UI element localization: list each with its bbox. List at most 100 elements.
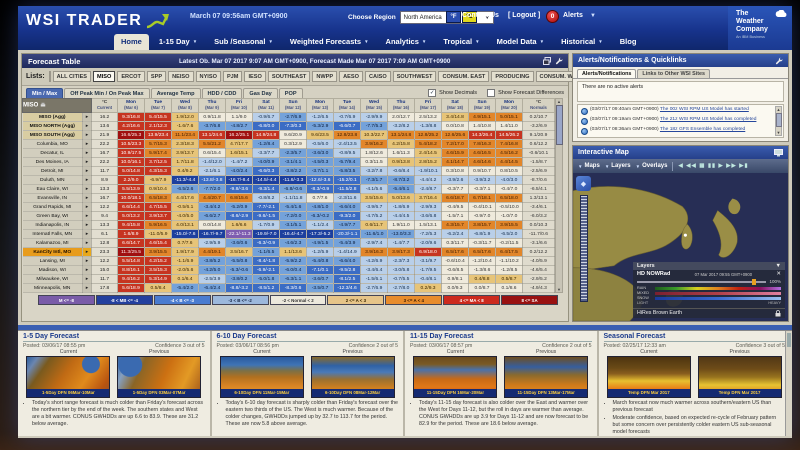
row-expand-button[interactable]: ▸: [82, 184, 93, 194]
notification-link[interactable]: The 18z GFS Ensemble has completed: [659, 127, 746, 132]
zoom-slider[interactable]: [580, 195, 588, 302]
row-label[interactable]: Decatur, IL: [22, 148, 83, 158]
notification-link[interactable]: The 21z WSI RPM US Model has completed: [659, 117, 757, 122]
row-expand-button[interactable]: ▸: [82, 283, 93, 293]
row-label[interactable]: Green Bay, WI: [22, 211, 83, 221]
collapse-chevron-icon[interactable]: ▼: [775, 263, 781, 269]
celsius-button[interactable]: °C: [462, 11, 477, 23]
row-label[interactable]: MISO (Agg): [22, 112, 83, 122]
nav-tab-blog[interactable]: Blog: [613, 34, 644, 50]
row-expand-button[interactable]: ▸: [82, 211, 93, 221]
list-button-southeast[interactable]: SOUTHEAST: [267, 71, 311, 82]
nav-tab-weighted-forecasts[interactable]: Weighted Forecasts ▼: [283, 34, 376, 50]
nav-tab-historical[interactable]: Historical ▼: [554, 34, 610, 50]
row-expand-button[interactable]: ▸: [82, 121, 93, 131]
row-label[interactable]: Eau Claire, WI: [22, 184, 83, 194]
list-button-caiso[interactable]: CAISO: [364, 71, 391, 82]
forecast-map-thumbnail[interactable]: 1-5Day DFN 03Mar-07Mar: [117, 356, 202, 398]
map-viewport[interactable]: ◆ Layers ▼ HD NOWRad 07 Mar 2017 09:55 G…: [573, 173, 788, 321]
contact-us-link[interactable]: Contact Us: [462, 12, 499, 19]
popout-icon[interactable]: [543, 57, 551, 65]
row-expand-button[interactable]: ▸: [82, 139, 93, 149]
row-expand-button[interactable]: ▸: [82, 238, 93, 248]
forecast-map-thumbnail[interactable]: 11-15Day DFN 16Mar-20Mar: [413, 356, 498, 398]
row-label[interactable]: Duluth, MN: [22, 175, 83, 185]
list-button-producing[interactable]: PRODUCING: [491, 71, 534, 82]
maps-dropdown[interactable]: ▼ Maps: [578, 163, 600, 169]
view-tab-min-max[interactable]: Min / Max: [26, 88, 64, 98]
row-label[interactable]: MISO SOUTH (Agg): [22, 130, 83, 140]
row-label[interactable]: Minneapolis, MN: [22, 283, 83, 293]
alerts-menu[interactable]: Alerts: [563, 12, 583, 19]
row-expand-button[interactable]: ▸: [82, 229, 93, 239]
scroll-down-icon[interactable]: ▼: [557, 287, 561, 292]
layer-opacity-slider[interactable]: 100%: [633, 278, 785, 285]
list-button-all-cities[interactable]: ALL CITIES: [52, 71, 92, 82]
list-button-neiso[interactable]: NEISO: [168, 71, 194, 82]
forecast-map-thumbnail[interactable]: 6-10Day DFN 11Mar-15Mar: [219, 356, 304, 398]
list-button-spp[interactable]: SPP: [146, 71, 167, 82]
row-label[interactable]: Detroit, MI: [22, 166, 83, 176]
row-label[interactable]: Milwaukee, WI: [22, 274, 83, 284]
row-label[interactable]: Kalamazoo, MI: [22, 238, 83, 248]
list-blank-button[interactable]: [48, 71, 51, 82]
row-label[interactable]: Internatl Falls, MN: [22, 229, 83, 239]
playback-controls[interactable]: ◀ ◀◀ ▦ ▮▮ ▶ ▶▶ ▶▮: [678, 163, 749, 169]
list-button-miso[interactable]: MISO: [93, 71, 116, 82]
row-label[interactable]: Madison, WI: [22, 265, 83, 275]
row-expand-button[interactable]: ▸: [82, 148, 93, 158]
view-tab-off-peak-min-on-peak-max[interactable]: Off Peak Min / On Peak Max: [64, 88, 150, 98]
row-label[interactable]: KanCity Intl, MO: [22, 247, 83, 257]
view-tab-hdd-cdd[interactable]: HDD / CDD: [201, 88, 243, 98]
row-expand-button[interactable]: ▸: [82, 256, 93, 266]
close-icon[interactable]: ✕: [776, 271, 781, 277]
scroll-up-icon[interactable]: ▲: [557, 99, 561, 104]
row-expand-button[interactable]: ▸: [82, 220, 93, 230]
show-decimals-checkbox[interactable]: ✓: [428, 89, 437, 97]
alerts-tab-links-to-other-wsi-sites[interactable]: Links to Other WSI Sites: [637, 69, 711, 78]
row-label[interactable]: Evansville, IN: [22, 193, 83, 203]
notification-item[interactable]: (03/07/17 09:40am GMT+0900) The 00z WSI …: [581, 107, 771, 115]
row-expand-button[interactable]: ▸: [82, 130, 93, 140]
row-label[interactable]: Grand Rapids, MI: [22, 202, 83, 212]
list-button-nwpp[interactable]: NWPP: [312, 71, 338, 82]
display-icon[interactable]: [774, 148, 783, 157]
layers-dropdown[interactable]: ▼ Layers: [604, 163, 631, 169]
row-label[interactable]: Lansing, MI: [22, 256, 83, 266]
alerts-scrollbar[interactable]: ▲ ▼: [775, 106, 782, 136]
forecast-map-thumbnail[interactable]: Temp DFN Mar 2017: [606, 356, 691, 398]
forecast-map-thumbnail[interactable]: 1-5Day DFN 06Mar-10Mar: [26, 356, 111, 398]
scrollbar-thumb[interactable]: [555, 105, 563, 145]
show-differences-checkbox[interactable]: [487, 89, 496, 97]
row-expand-button[interactable]: ▸: [82, 265, 93, 275]
notification-item[interactable]: (03/07/17 09:19am GMT+0900) The 21z WSI …: [581, 117, 771, 125]
nav-tab-1-15-day[interactable]: 1-15 Day ▼: [152, 34, 204, 50]
view-tab-average-temp[interactable]: Average Temp: [150, 88, 201, 98]
wrench-icon[interactable]: [555, 57, 563, 65]
row-label[interactable]: Des Moines, IA: [22, 157, 83, 167]
list-button-aeso[interactable]: AESO: [339, 71, 363, 82]
alerts-tab-alerts-notifications[interactable]: Alerts/Notifications: [577, 69, 637, 78]
nav-tab-model-data[interactable]: Model Data ▼: [490, 34, 551, 50]
overlays-dropdown[interactable]: ▼ Overlays: [635, 163, 668, 169]
list-button-southwest[interactable]: SOUTHWEST: [392, 71, 437, 82]
forecast-map-thumbnail[interactable]: Temp DFN Mar 2017: [697, 356, 782, 398]
row-expand-button[interactable]: ▸: [82, 274, 93, 284]
row-expand-button[interactable]: ▸: [82, 193, 93, 203]
wrench-icon[interactable]: [775, 57, 783, 65]
row-expand-button[interactable]: ▸: [82, 247, 93, 257]
printer-icon[interactable]: [38, 102, 46, 109]
view-tab-gas-day[interactable]: Gas Day: [243, 88, 278, 98]
nav-tab-analytics[interactable]: Analytics ▼: [379, 34, 434, 50]
notification-item[interactable]: (03/07/17 08:36am GMT+0900) The 18z GFS …: [581, 127, 771, 135]
row-label[interactable]: MISO NORTH (Agg): [22, 121, 83, 131]
list-button-ieso[interactable]: IESO: [244, 71, 266, 82]
table-scrollbar[interactable]: ▲ ▼: [555, 98, 564, 293]
list-button-ercot[interactable]: ERCOT: [117, 71, 145, 82]
page-scrollbar[interactable]: [785, 331, 792, 436]
nav-tab-home[interactable]: Home: [114, 34, 149, 50]
view-tab-pop[interactable]: POP: [278, 88, 303, 98]
fahrenheit-button[interactable]: °F: [446, 11, 461, 23]
list-button-nyiso[interactable]: NYISO: [195, 71, 221, 82]
row-expand-button[interactable]: ▸: [82, 166, 93, 176]
